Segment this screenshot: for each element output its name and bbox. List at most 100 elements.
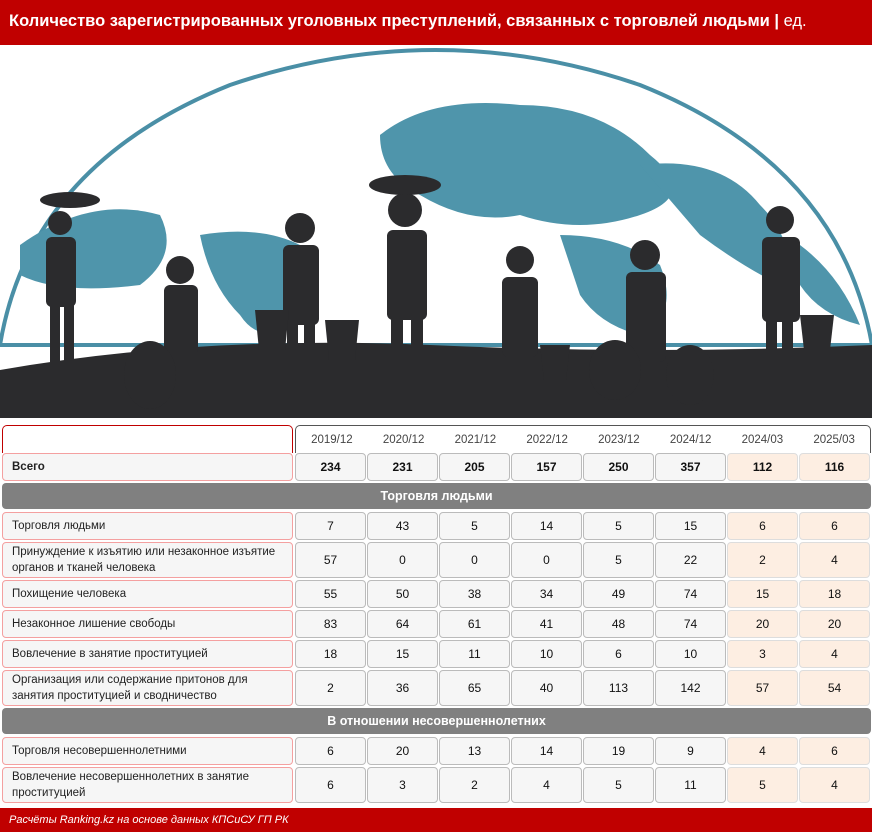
- column-header: 2021/12: [454, 433, 497, 446]
- value-cell: 64: [367, 610, 438, 638]
- value-cell: 11: [439, 640, 510, 668]
- value-cell: 3: [367, 767, 438, 803]
- value-cell: 34: [511, 580, 582, 608]
- world-map-illustration: [0, 45, 872, 418]
- value-cell: 74: [655, 580, 726, 608]
- value-cell: 157: [511, 453, 582, 481]
- value-cell: 357: [655, 453, 726, 481]
- column-header: 2024/03: [741, 433, 784, 446]
- value-cell: 54: [799, 670, 870, 706]
- value-cell: 20: [799, 610, 870, 638]
- value-cell: 250: [583, 453, 654, 481]
- value-cell: 36: [367, 670, 438, 706]
- section-header: В отношении несовершеннолетних: [2, 708, 871, 734]
- value-cell: 20: [727, 610, 798, 638]
- title-text: Количество зарегистрированных уголовных …: [9, 12, 770, 30]
- value-cell: 5: [727, 767, 798, 803]
- value-cell: 18: [295, 640, 366, 668]
- value-cell: 43: [367, 512, 438, 540]
- value-cell: 10: [655, 640, 726, 668]
- value-cell: 55: [295, 580, 366, 608]
- value-cell: 20: [367, 737, 438, 765]
- value-cell: 15: [727, 580, 798, 608]
- row-label: Похищение человека: [2, 580, 293, 608]
- value-cell: 231: [367, 453, 438, 481]
- table-row: Незаконное лишение свободы 83 64 61 41 48 74 20…: [2, 610, 871, 638]
- value-cell: 2: [295, 670, 366, 706]
- value-cell: 234: [295, 453, 366, 481]
- value-cell: 19: [583, 737, 654, 765]
- value-cell: 6: [295, 737, 366, 765]
- table-row: Торговля несовершеннолетними 6 20 13 14 19 9 4 6: [2, 737, 871, 765]
- value-cell: 4: [799, 767, 870, 803]
- table-row: Всего 234 231 205 157 250 357 112 116: [2, 453, 871, 481]
- value-cell: 2: [439, 767, 510, 803]
- value-cell: 15: [655, 512, 726, 540]
- value-cell: 40: [511, 670, 582, 706]
- unit-label: ед.: [783, 12, 807, 30]
- page-title: Количество зарегистрированных уголовных …: [0, 0, 872, 45]
- value-cell: 41: [511, 610, 582, 638]
- value-cell: 57: [295, 542, 366, 578]
- table-row: Вовлечение в занятие проституцией 18 15 11 1…: [2, 640, 871, 668]
- table-row: Вовлечение несовершеннолетних в занятие …: [2, 767, 871, 803]
- value-cell: 65: [439, 670, 510, 706]
- value-cell: 4: [727, 737, 798, 765]
- value-cell: 113: [583, 670, 654, 706]
- value-cell: 6: [295, 767, 366, 803]
- value-cell: 205: [439, 453, 510, 481]
- value-cell: 61: [439, 610, 510, 638]
- row-label: Вовлечение в занятие проституцией: [2, 640, 293, 668]
- value-cell: 3: [727, 640, 798, 668]
- value-cell: 5: [439, 512, 510, 540]
- value-cell: 0: [367, 542, 438, 578]
- value-cell: 5: [583, 512, 654, 540]
- value-cell: 49: [583, 580, 654, 608]
- value-cell: 22: [655, 542, 726, 578]
- value-cell: 6: [799, 512, 870, 540]
- value-cell: 10: [511, 640, 582, 668]
- value-cell: 13: [439, 737, 510, 765]
- value-cell: 112: [727, 453, 798, 481]
- table-row: Похищение человека 55 50 38 34 49 74 15 18: [2, 580, 871, 608]
- row-label: Торговля несовершеннолетними: [2, 737, 293, 765]
- value-cell: 74: [655, 610, 726, 638]
- section-header: Торговля людьми: [2, 483, 871, 509]
- value-cell: 50: [367, 580, 438, 608]
- column-header: 2024/12: [669, 433, 712, 446]
- value-cell: 5: [583, 767, 654, 803]
- value-cell: 18: [799, 580, 870, 608]
- value-cell: 11: [655, 767, 726, 803]
- value-cell: 6: [583, 640, 654, 668]
- value-cell: 4: [799, 542, 870, 578]
- value-cell: 15: [367, 640, 438, 668]
- row-label: Всего: [2, 453, 293, 481]
- data-table: 2019/12 2020/12 2021/12 2022/12 2023/12 2024/…: [2, 425, 871, 805]
- corner-cell: [2, 425, 293, 453]
- row-label: Организация или содержание притонов для …: [2, 670, 293, 706]
- value-cell: 7: [295, 512, 366, 540]
- value-cell: 38: [439, 580, 510, 608]
- row-label: Вовлечение несовершеннолетних в занятие …: [2, 767, 293, 803]
- source-footer: Расчёты Ranking.kz на основе данных КПСи…: [0, 808, 872, 832]
- column-header: 2020/12: [382, 433, 425, 446]
- value-cell: 14: [511, 737, 582, 765]
- value-cell: 142: [655, 670, 726, 706]
- column-header: 2019/12: [311, 433, 353, 446]
- row-label: Принуждение к изъятию или незаконное изъ…: [2, 542, 293, 578]
- column-header: 2023/12: [598, 433, 640, 446]
- value-cell: 4: [799, 640, 870, 668]
- row-label: Незаконное лишение свободы: [2, 610, 293, 638]
- value-cell: 6: [727, 512, 798, 540]
- value-cell: 14: [511, 512, 582, 540]
- value-cell: 4: [511, 767, 582, 803]
- value-cell: 5: [583, 542, 654, 578]
- column-header: 2025/03: [813, 433, 855, 446]
- value-cell: 116: [799, 453, 870, 481]
- value-cell: 6: [799, 737, 870, 765]
- column-headers: 2019/12 2020/12 2021/12 2022/12 2023/12 2024/…: [295, 425, 871, 453]
- value-cell: 9: [655, 737, 726, 765]
- value-cell: 2: [727, 542, 798, 578]
- row-label: Торговля людьми: [2, 512, 293, 540]
- column-header: 2022/12: [526, 433, 568, 446]
